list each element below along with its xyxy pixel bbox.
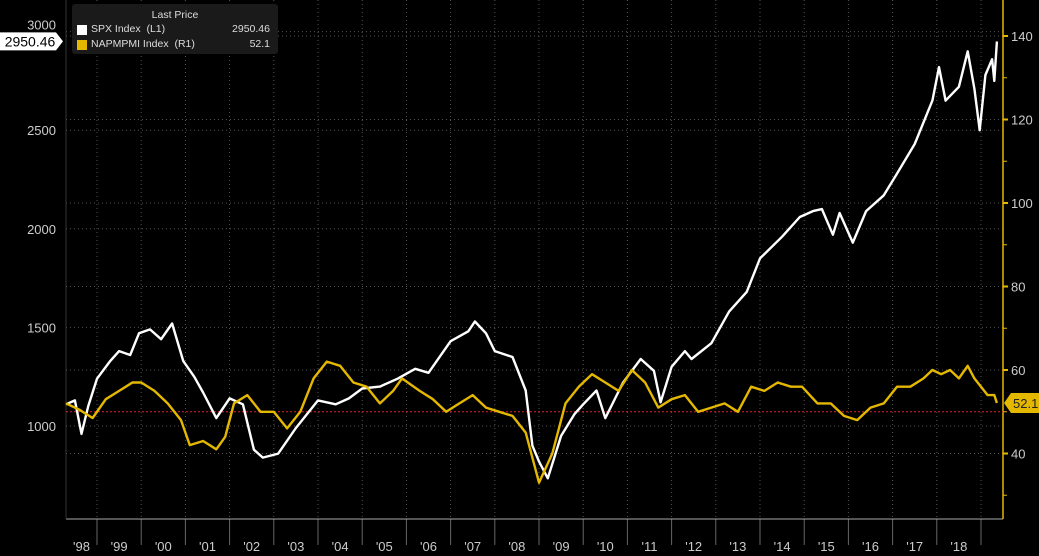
- x-tick-label: '17: [906, 539, 923, 554]
- x-tick-label: '14: [774, 539, 791, 554]
- y-tick-label-left: 2000: [27, 222, 56, 237]
- x-tick-label: '04: [332, 539, 349, 554]
- pmi-line: [65, 360, 999, 484]
- x-tick-label: '05: [376, 539, 393, 554]
- x-tick-label: '12: [685, 539, 702, 554]
- y-tick-label-left: 3000: [27, 17, 56, 32]
- x-tick-label: '13: [729, 539, 746, 554]
- y-tick-label-left: 1500: [27, 320, 56, 335]
- x-tick-label: '10: [597, 539, 614, 554]
- y-tick-label-left: 1000: [27, 419, 56, 434]
- x-tick-label: '09: [553, 539, 570, 554]
- spx-line: [65, 41, 999, 480]
- spx-last-price-tag: [0, 32, 63, 51]
- x-tick-label: '11: [642, 539, 658, 554]
- x-tick-label: '98: [73, 539, 90, 554]
- legend-value-spx: 2950.46: [232, 23, 270, 35]
- legend-name-pmi: NAPMPMI Index: [91, 38, 169, 50]
- x-tick-label: '02: [243, 539, 260, 554]
- legend-swatch-pmi: [77, 39, 87, 50]
- legend-label-spx: SPX Index (L1): [91, 22, 218, 37]
- legend-swatch-spx: [77, 24, 87, 35]
- x-tick-label: '08: [508, 539, 525, 554]
- x-tick-label: '18: [950, 539, 967, 554]
- legend-label-pmi: NAPMPMI Index (R1): [91, 37, 218, 52]
- y-tick-label-right: 60: [1011, 363, 1025, 378]
- legend-item-spx: SPX Index (L1) 2950.46: [72, 22, 278, 37]
- x-tick-label: '99: [111, 539, 128, 554]
- x-tick-label: '15: [818, 539, 835, 554]
- legend-name-spx: SPX Index: [91, 23, 141, 35]
- legend-axis-pmi: (R1): [174, 38, 195, 50]
- legend-item-pmi: NAPMPMI Index (R1) 52.1: [72, 37, 278, 52]
- x-tick-label: '07: [464, 539, 481, 554]
- y-tick-label-right: 140: [1011, 29, 1033, 44]
- pmi-last-price-tag: [1004, 392, 1039, 413]
- legend: Last Price SPX Index (L1) 2950.46 NAPMPM…: [72, 4, 278, 54]
- legend-title: Last Price: [151, 9, 199, 21]
- legend-value-pmi: 52.1: [249, 38, 270, 50]
- x-tick-label: '00: [155, 539, 172, 554]
- y-tick-label-left: 2500: [27, 123, 56, 138]
- y-tick-label-right: 40: [1011, 447, 1025, 462]
- legend-axis-spx: (L1): [146, 23, 166, 35]
- y-tick-label-right: 80: [1011, 280, 1025, 295]
- y-tick-label-right: 100: [1011, 196, 1033, 211]
- x-tick-label: '01: [199, 539, 216, 554]
- spx-last-price-label: 2950.46: [5, 33, 56, 49]
- x-tick-label: '03: [287, 539, 304, 554]
- y-tick-label-right: 120: [1011, 113, 1033, 128]
- x-tick-label: '06: [420, 539, 437, 554]
- pmi-last-price-label: 52.1: [1013, 396, 1038, 411]
- x-tick-label: '16: [862, 539, 879, 554]
